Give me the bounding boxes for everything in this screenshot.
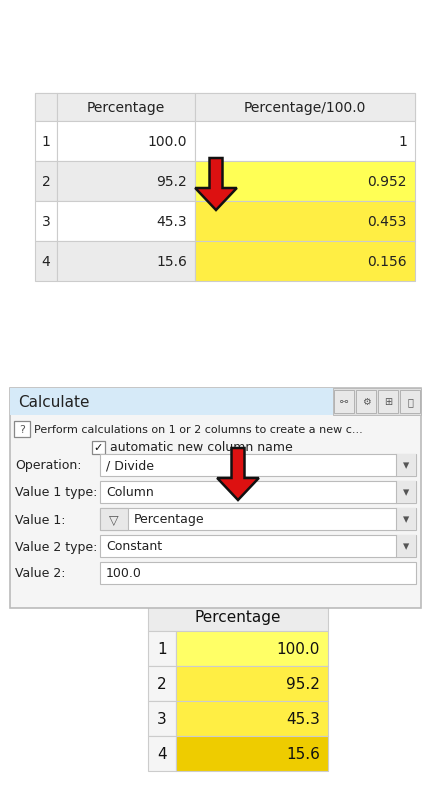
FancyBboxPatch shape [35,202,57,242]
FancyBboxPatch shape [100,508,128,530]
Text: 1: 1 [397,135,406,149]
Text: 2: 2 [157,676,166,691]
Text: ▾: ▾ [402,540,408,552]
Text: 3: 3 [42,214,50,229]
Text: / Divide: / Divide [106,459,154,472]
Text: Value 2:: Value 2: [15,567,65,580]
Text: Perform calculations on 1 or 2 columns to create a new c...: Perform calculations on 1 or 2 columns t… [34,425,362,434]
FancyBboxPatch shape [175,666,327,701]
Text: Calculate: Calculate [18,394,89,410]
FancyBboxPatch shape [399,390,419,414]
FancyBboxPatch shape [332,389,420,415]
FancyBboxPatch shape [175,701,327,736]
FancyBboxPatch shape [194,202,414,242]
FancyBboxPatch shape [57,202,194,242]
Text: 45.3: 45.3 [286,711,319,726]
Text: 4: 4 [42,255,50,269]
FancyBboxPatch shape [147,701,175,736]
Text: 100.0: 100.0 [147,135,187,149]
Text: 100.0: 100.0 [276,642,319,656]
FancyBboxPatch shape [395,454,415,476]
Text: ▾: ▾ [402,513,408,526]
FancyBboxPatch shape [57,94,194,122]
FancyBboxPatch shape [147,603,327,631]
FancyBboxPatch shape [175,736,327,771]
Text: ⊞: ⊞ [383,397,391,407]
FancyBboxPatch shape [395,536,415,557]
FancyBboxPatch shape [10,389,420,608]
Polygon shape [195,159,236,210]
Text: 1: 1 [41,135,50,149]
Text: automatic new column name: automatic new column name [110,441,292,454]
FancyBboxPatch shape [57,122,194,161]
FancyBboxPatch shape [100,482,415,503]
Text: 15.6: 15.6 [156,255,187,269]
Text: Column: Column [106,486,154,499]
FancyBboxPatch shape [35,242,57,282]
Text: ✓: ✓ [93,442,102,452]
FancyBboxPatch shape [57,161,194,202]
Text: Percentage: Percentage [134,513,204,526]
FancyBboxPatch shape [355,390,375,414]
FancyBboxPatch shape [194,122,414,161]
FancyBboxPatch shape [194,94,414,122]
FancyBboxPatch shape [395,508,415,530]
FancyBboxPatch shape [57,242,194,282]
Text: Percentage: Percentage [194,609,281,625]
FancyBboxPatch shape [100,508,415,530]
Text: Value 1:: Value 1: [15,513,65,526]
FancyBboxPatch shape [377,390,397,414]
FancyBboxPatch shape [100,562,415,585]
Text: 15.6: 15.6 [286,746,319,761]
FancyBboxPatch shape [100,536,415,557]
FancyBboxPatch shape [14,422,30,438]
FancyBboxPatch shape [175,631,327,666]
Text: Operation:: Operation: [15,459,81,472]
Text: Value 2 type:: Value 2 type: [15,540,97,552]
FancyBboxPatch shape [147,666,175,701]
Text: Value 1 type:: Value 1 type: [15,486,97,499]
FancyBboxPatch shape [35,94,57,122]
Text: ?: ? [19,425,25,434]
FancyBboxPatch shape [92,442,105,454]
Text: 0.952: 0.952 [367,175,406,189]
Text: ⤢: ⤢ [406,397,412,407]
FancyBboxPatch shape [333,390,353,414]
FancyBboxPatch shape [194,242,414,282]
Text: Percentage: Percentage [87,101,165,115]
Text: ▽: ▽ [109,513,119,526]
FancyBboxPatch shape [35,94,414,122]
FancyBboxPatch shape [147,736,175,771]
Text: 100.0: 100.0 [106,567,141,580]
Text: 3: 3 [157,711,166,726]
FancyBboxPatch shape [35,122,57,161]
FancyBboxPatch shape [395,482,415,503]
FancyBboxPatch shape [147,631,175,666]
Text: 0.156: 0.156 [366,255,406,269]
FancyBboxPatch shape [100,454,415,476]
Text: 95.2: 95.2 [156,175,187,189]
Text: ▾: ▾ [402,459,408,472]
Text: 4: 4 [157,746,166,761]
FancyBboxPatch shape [194,161,414,202]
Text: Percentage/100.0: Percentage/100.0 [243,101,366,115]
FancyBboxPatch shape [10,389,332,415]
Polygon shape [217,448,258,500]
Text: 0.453: 0.453 [367,214,406,229]
Text: ⚙: ⚙ [361,397,369,407]
Text: 45.3: 45.3 [156,214,187,229]
Text: 1: 1 [157,642,166,656]
Text: Constant: Constant [106,540,162,552]
Text: ⚯: ⚯ [339,397,347,407]
Text: 95.2: 95.2 [286,676,319,691]
Text: 2: 2 [42,175,50,189]
FancyBboxPatch shape [35,161,57,202]
Text: ▾: ▾ [402,486,408,499]
